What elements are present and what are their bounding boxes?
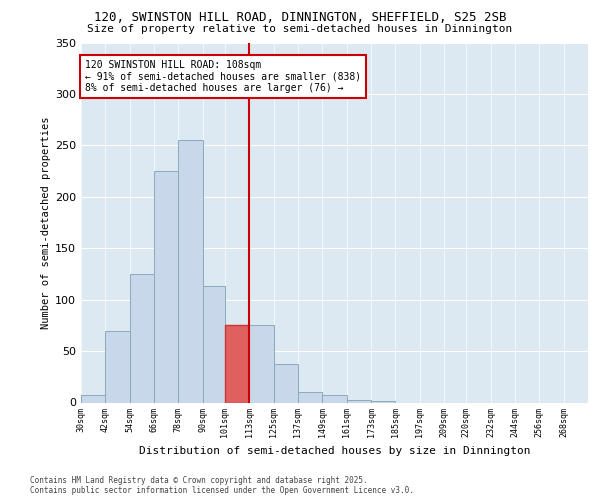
Text: Contains HM Land Registry data © Crown copyright and database right 2025.: Contains HM Land Registry data © Crown c… xyxy=(30,476,368,485)
Bar xyxy=(250,326,274,402)
Text: Size of property relative to semi-detached houses in Dinnington: Size of property relative to semi-detach… xyxy=(88,24,512,34)
Bar xyxy=(322,396,347,402)
Text: 120 SWINSTON HILL ROAD: 108sqm
← 91% of semi-detached houses are smaller (838)
8: 120 SWINSTON HILL ROAD: 108sqm ← 91% of … xyxy=(85,60,361,93)
Bar xyxy=(298,392,322,402)
Bar xyxy=(81,396,106,402)
Bar xyxy=(225,326,250,402)
Bar xyxy=(154,171,178,402)
X-axis label: Distribution of semi-detached houses by size in Dinnington: Distribution of semi-detached houses by … xyxy=(139,446,530,456)
Bar xyxy=(274,364,298,403)
Text: 120, SWINSTON HILL ROAD, DINNINGTON, SHEFFIELD, S25 2SB: 120, SWINSTON HILL ROAD, DINNINGTON, SHE… xyxy=(94,11,506,24)
Bar xyxy=(203,286,225,403)
Text: Contains public sector information licensed under the Open Government Licence v3: Contains public sector information licen… xyxy=(30,486,414,495)
Bar xyxy=(347,400,371,402)
Bar xyxy=(106,330,130,402)
Bar xyxy=(130,274,154,402)
Bar xyxy=(178,140,203,402)
Y-axis label: Number of semi-detached properties: Number of semi-detached properties xyxy=(41,116,51,329)
